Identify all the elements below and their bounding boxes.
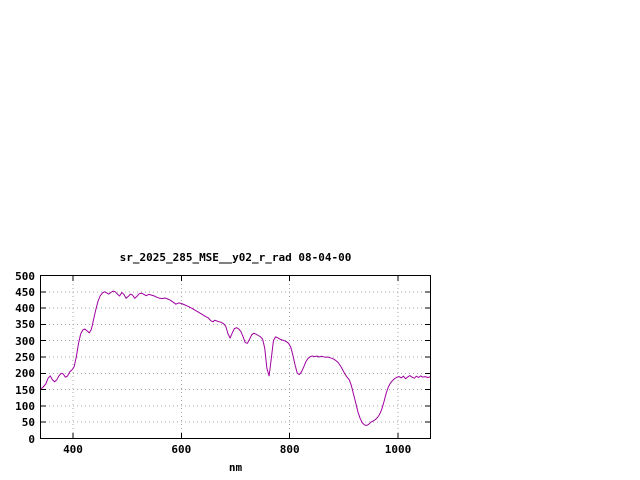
y-tick-label: 300 bbox=[15, 334, 35, 348]
x-tick-label: 1000 bbox=[384, 443, 412, 456]
y-tick-label: 100 bbox=[15, 399, 35, 413]
y-tick-label: 50 bbox=[21, 416, 35, 430]
x-tick-label: 600 bbox=[171, 443, 192, 456]
y-tick-label: 0 bbox=[28, 432, 35, 446]
x-axis-label: nm bbox=[228, 461, 243, 474]
y-tick-label: 450 bbox=[15, 285, 35, 299]
y-tick-label: 400 bbox=[15, 302, 35, 316]
series-line bbox=[40, 290, 431, 426]
plot-area bbox=[40, 275, 431, 439]
x-tick-label: 800 bbox=[279, 443, 300, 456]
x-tick-label: 400 bbox=[63, 443, 83, 456]
chart-title: sr_2025_285_MSE__y02_r_rad 08-04-00 bbox=[119, 251, 352, 264]
y-tick-label: 150 bbox=[15, 383, 35, 397]
y-tick-label: 500 bbox=[15, 269, 35, 283]
y-tick-label: 200 bbox=[15, 367, 35, 381]
y-tick-label: 350 bbox=[15, 318, 35, 332]
plot-border bbox=[40, 275, 431, 439]
y-tick-label: 250 bbox=[15, 351, 35, 364]
